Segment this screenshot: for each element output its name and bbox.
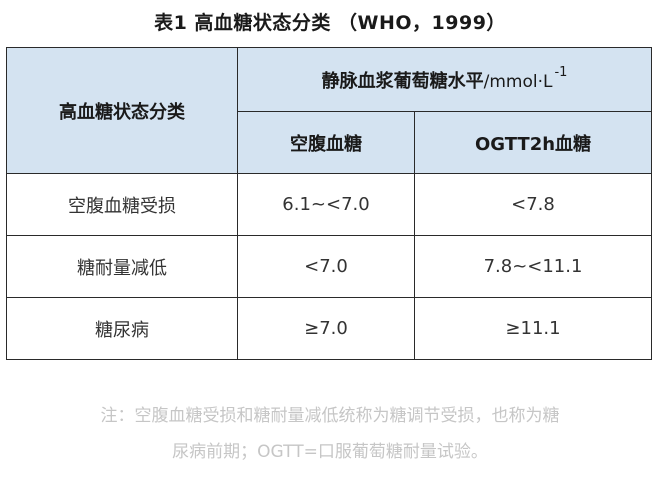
row-category: 糖尿病 bbox=[6, 297, 238, 360]
header-fasting: 空腹血糖 bbox=[237, 111, 415, 174]
table-title: 表1 高血糖状态分类 （WHO，1999） bbox=[154, 12, 506, 34]
header-unit-text: /mmol·L bbox=[483, 71, 553, 92]
row-category: 空腹血糖受损 bbox=[6, 173, 238, 236]
header-glucose-level: 静脉血浆葡萄糖水平/mmol·L -1 bbox=[236, 47, 653, 112]
table-subheader-row: 空腹血糖 OGTT2h血糖 bbox=[7, 111, 653, 174]
row-ogtt-value: <7.8 bbox=[413, 173, 653, 236]
header-unit: /mmol·L -1 bbox=[483, 65, 568, 92]
row-ogtt-value: ≥11.1 bbox=[413, 297, 653, 360]
row-fasting-value: ≥7.0 bbox=[237, 297, 415, 360]
footnote-line-1: 注：空腹血糖受损和糖耐量减低统称为糖调节受损，也称为糖 bbox=[100, 406, 560, 426]
table-header-row: 高血糖状态分类 静脉血浆葡萄糖水平/mmol·L -1 bbox=[6, 47, 653, 174]
header-ogtt: OGTT2h血糖 bbox=[413, 111, 653, 174]
row-fasting-value: 6.1~<7.0 bbox=[237, 173, 415, 236]
header-unit-sup: -1 bbox=[554, 64, 568, 80]
row-ogtt-value: 7.8~<11.1 bbox=[413, 235, 653, 298]
table-row: 糖尿病 ≥7.0 ≥11.1 bbox=[6, 297, 653, 360]
header-group-label: 静脉血浆葡萄糖水平 bbox=[321, 70, 484, 92]
row-category: 糖耐量减低 bbox=[6, 235, 238, 298]
table-footnote: 注：空腹血糖受损和糖耐量减低统称为糖调节受损，也称为糖 尿病前期；OGTT=口服… bbox=[0, 398, 660, 470]
table-row: 糖耐量减低 <7.0 7.8~<11.1 bbox=[6, 235, 653, 298]
glucose-classification-table: 高血糖状态分类 静脉血浆葡萄糖水平/mmol·L -1 空腹血糖 OGTT2h血糖… bbox=[6, 47, 653, 360]
row-fasting-value: <7.0 bbox=[237, 235, 415, 298]
table-row: 空腹血糖受损 6.1~<7.0 <7.8 bbox=[6, 173, 653, 236]
header-category: 高血糖状态分类 bbox=[6, 47, 238, 174]
footnote-line-2: 尿病前期；OGTT=口服葡萄糖耐量试验。 bbox=[172, 442, 488, 462]
